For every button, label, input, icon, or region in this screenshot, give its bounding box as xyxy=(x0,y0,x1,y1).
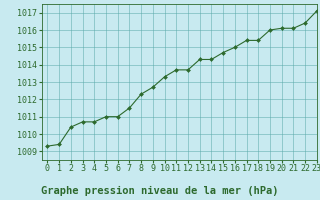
Text: Graphe pression niveau de la mer (hPa): Graphe pression niveau de la mer (hPa) xyxy=(41,186,279,196)
